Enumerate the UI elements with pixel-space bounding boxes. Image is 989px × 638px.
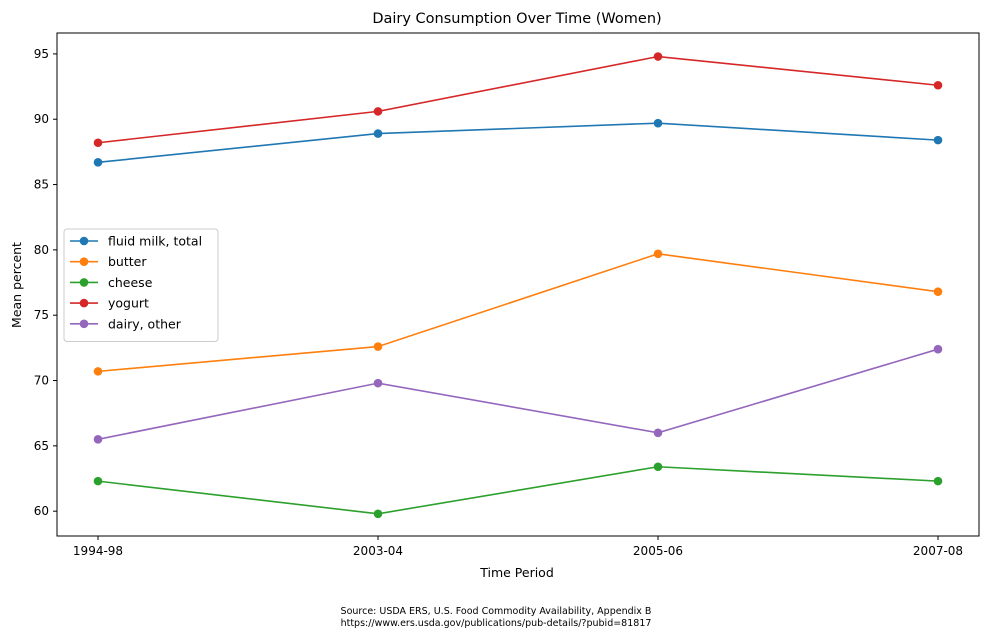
data-point-fluid-milk-total bbox=[933, 135, 943, 145]
data-point-cheese bbox=[93, 476, 103, 486]
data-point-fluid-milk-total bbox=[373, 129, 383, 138]
legend-entry-label: dairy, other bbox=[108, 316, 182, 331]
data-point-fluid-milk-total bbox=[93, 158, 103, 167]
x-axis-label: Time Period bbox=[479, 565, 554, 580]
y-axis: 60 65 70 75 80 85 90 95 bbox=[34, 47, 57, 518]
data-point-butter bbox=[373, 342, 383, 351]
y-tick-label: 90 bbox=[34, 112, 49, 126]
legend-swatch-marker bbox=[79, 298, 89, 308]
data-point-butter bbox=[93, 367, 103, 376]
legend-frame bbox=[63, 228, 219, 342]
legend-swatch-marker bbox=[79, 278, 89, 287]
data-point-cheese bbox=[373, 509, 383, 519]
x-tick-label: 2005-06 bbox=[633, 544, 683, 558]
plot-area bbox=[56, 32, 980, 537]
data-point-dairy-other bbox=[933, 344, 943, 354]
y-tick-label: 65 bbox=[34, 439, 49, 453]
series-line-fluid-milk-total bbox=[97, 122, 939, 164]
source-line-1: Source: USDA ERS, U.S. Food Commodity Av… bbox=[341, 606, 652, 617]
data-point-yogurt bbox=[373, 107, 383, 116]
data-point-dairy-other bbox=[93, 435, 103, 444]
data-point-dairy-other bbox=[653, 428, 663, 438]
data-point-fluid-milk-total bbox=[653, 118, 663, 128]
y-tick-label: 85 bbox=[34, 178, 49, 192]
data-point-yogurt bbox=[93, 138, 103, 148]
chart-title: Dairy Consumption Over Time (Women) bbox=[372, 11, 661, 27]
x-tick-label: 2007-08 bbox=[913, 544, 963, 558]
legend-entry-label: cheese bbox=[108, 275, 153, 290]
data-point-butter bbox=[933, 287, 943, 296]
y-tick-label: 60 bbox=[34, 504, 49, 518]
y-axis-label: Mean percent bbox=[9, 242, 24, 328]
series-line-cheese bbox=[97, 465, 939, 515]
legend-swatch-marker bbox=[79, 319, 89, 329]
data-point-yogurt bbox=[933, 80, 943, 90]
data-point-cheese bbox=[653, 462, 663, 472]
y-tick-label: 95 bbox=[34, 47, 49, 61]
legend: fluid milk, total butter cheese yogurt dairy… bbox=[63, 228, 219, 342]
series-layer bbox=[93, 52, 943, 519]
x-tick-label: 2003-04 bbox=[353, 544, 403, 558]
source-line-2: https://www.ers.usda.gov/publications/pu… bbox=[341, 618, 652, 629]
y-tick-label: 70 bbox=[34, 374, 49, 388]
x-axis: 1994-98 2003-04 2005-06 2007-08 bbox=[73, 536, 963, 558]
legend-swatch-marker bbox=[79, 257, 89, 267]
y-tick-label: 75 bbox=[34, 308, 49, 322]
data-point-yogurt bbox=[653, 52, 663, 61]
x-tick-label: 1994-98 bbox=[73, 544, 123, 558]
y-tick-label: 80 bbox=[34, 243, 49, 257]
series-line-butter bbox=[97, 252, 939, 373]
legend-swatch-marker bbox=[79, 236, 89, 246]
series-line-yogurt bbox=[97, 55, 939, 144]
series-line-dairy-other bbox=[97, 348, 939, 441]
data-point-butter bbox=[653, 249, 663, 259]
legend-entry-label: yogurt bbox=[108, 296, 149, 311]
data-point-dairy-other bbox=[373, 378, 383, 388]
data-point-cheese bbox=[933, 476, 943, 486]
legend-entry-label: butter bbox=[108, 254, 147, 269]
legend-entry-label: fluid milk, total bbox=[108, 234, 202, 249]
